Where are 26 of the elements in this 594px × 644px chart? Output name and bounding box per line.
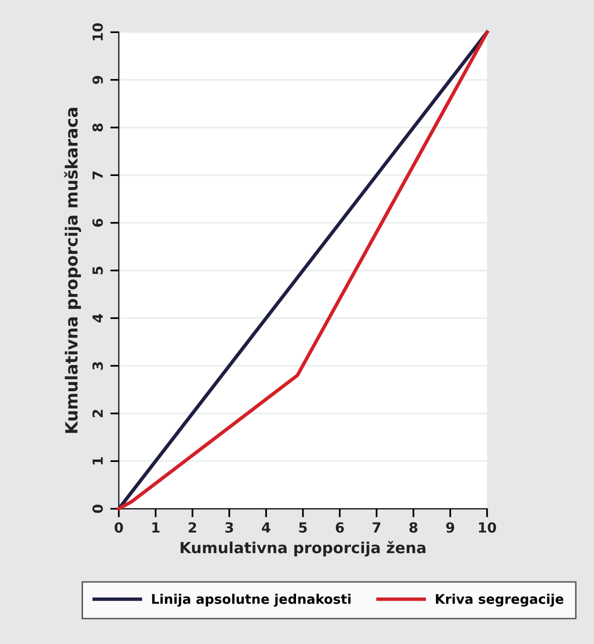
y-tick-label: 2 [92,410,103,418]
y-tick-label: 3 [92,362,103,370]
x-tick-label: 9 [446,522,454,533]
y-axis-title: Kumulativna proporcija muškaraca [64,108,82,433]
x-tick-label: 7 [372,522,380,533]
x-tick-label: 3 [225,522,234,533]
y-tick-label: 8 [92,124,103,132]
y-tick-label: 7 [92,171,103,180]
x-tick-label: 5 [299,522,307,533]
y-tick-label: 6 [92,218,103,227]
x-tick-label: 2 [188,522,196,533]
x-tick-label: 4 [262,522,270,533]
y-tick-label: 9 [92,76,103,84]
x-tick-label: 8 [409,522,418,533]
y-tick-label: 1 [92,457,103,464]
y-tick-label: 4 [92,314,103,322]
y-tick-label: 0 [92,504,103,513]
y-tick-label: 10 [92,23,103,40]
x-axis-title: Kumulativna proporcija žena [180,540,426,556]
x-tick-label: 1 [152,522,160,533]
legend-label: Kriva segregacije [436,594,564,607]
x-tick-label: 6 [336,522,344,533]
y-tick-label: 5 [92,266,103,274]
x-tick-label: 0 [114,522,123,533]
x-tick-label: 10 [478,522,496,533]
legend-label: Linija apsolutne jednakosti [152,594,351,607]
